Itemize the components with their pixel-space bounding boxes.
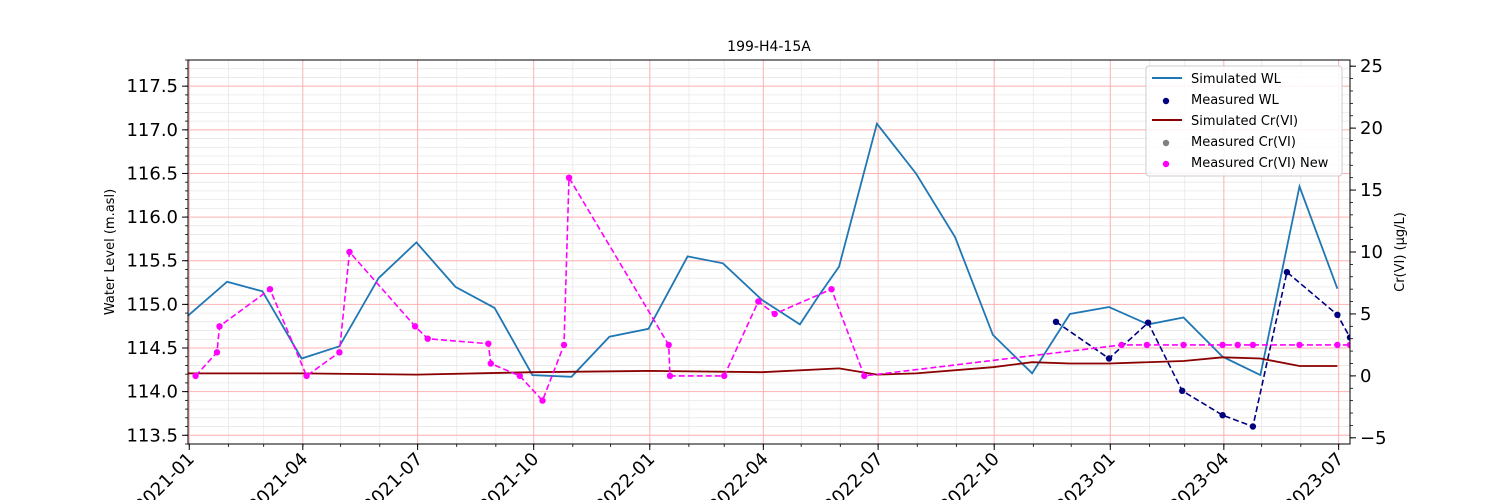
data-point-measured-wl [1105,355,1113,362]
data-point-measured-wl [1283,268,1291,276]
legend-label: Measured Cr(VI) New [1191,156,1329,171]
y-right-tick-label: −5 [1360,428,1387,449]
data-point-measured-cr-vi-new [516,372,523,380]
series-layer [188,121,1350,430]
y-right-tick-label: 5 [1360,304,1371,325]
y-left-tick-label: 114.5 [126,338,178,359]
series-measured-cr-vi-new [192,174,1350,404]
data-point-measured-cr-vi-new [828,286,835,293]
legend-item-measured-wl: Measured WL [1162,93,1279,108]
data-point-measured-cr-vi-new [1334,341,1341,349]
data-point-measured-cr-vi-new [424,335,431,342]
data-point-measured-cr-vi-new [560,341,568,349]
data-point-measured-cr-vi-new [213,349,221,356]
data-point-measured-cr-vi-new [1118,341,1125,349]
data-point-measured-cr-vi-new [1180,341,1187,349]
data-point-measured-cr-vi-new [336,349,343,356]
legend-item-measured-cr-vi-new: Measured Cr(VI) New [1162,156,1329,171]
y-left-tick-label: 114.0 [126,382,178,403]
y-left-tick-label: 116.5 [126,163,178,184]
data-point-measured-cr-vi-new [346,248,353,256]
chart-title: 199-H4-15A [727,39,811,55]
y-right-tick-label: 10 [1360,242,1383,263]
y-left-tick-label: 117.5 [126,76,178,97]
y-right-tick-label: 15 [1360,180,1383,201]
series-simulated-wl [188,121,1339,378]
legend-label: Simulated WL [1191,72,1282,87]
data-point-measured-wl [1346,334,1350,341]
data-point-measured-cr-vi-new [861,372,868,380]
data-point-measured-cr-vi-new [485,340,492,347]
data-point-measured-cr-vi-new [665,341,672,349]
y-left-tick-label: 115.5 [126,251,178,272]
data-point-measured-cr-vi-new [192,372,199,380]
data-point-measured-cr-vi-new [1249,341,1257,349]
legend-label: Measured Cr(VI) [1191,135,1296,150]
legend-label: Simulated Cr(VI) [1191,114,1298,129]
legend-swatch [1162,160,1170,168]
y-axis-right-title: Cr(VI) (µg/L) [1393,212,1408,292]
data-point-measured-cr-vi-new [487,360,494,367]
legend-swatch [1162,97,1170,105]
legend: Simulated WL Measured WL Simulated Cr(VI) M… [1145,65,1343,177]
data-point-measured-cr-vi-new [266,286,274,293]
legend-label: Measured WL [1191,93,1279,108]
data-point-measured-cr-vi-new [411,323,419,330]
data-point-measured-cr-vi-new [1346,341,1350,349]
legend-frame [1145,65,1343,177]
data-point-measured-wl [1179,387,1186,394]
data-point-measured-wl [1249,423,1257,430]
data-point-measured-cr-vi-new [303,372,310,380]
y-right-tick-label: 0 [1360,366,1371,387]
legend-swatch [1162,139,1170,147]
data-point-measured-cr-vi-new [539,397,546,404]
legend-item-simulated-cr-vi: Simulated Cr(VI) [1152,114,1298,129]
legend-item-measured-cr-vi: Measured Cr(VI) [1162,135,1296,150]
data-point-measured-cr-vi-new [771,310,778,318]
data-point-measured-cr-vi-new [721,372,728,380]
y-right-tick-label: 20 [1360,118,1383,139]
y-left-tick-label: 116.0 [126,207,178,228]
data-point-measured-cr-vi-new [1143,341,1151,349]
y-left-tick-label: 115.0 [126,294,178,315]
data-point-measured-cr-vi-new [1296,341,1303,349]
data-point-measured-wl [1052,318,1060,325]
series-line-simulated-wl [188,121,1339,378]
y-left-tick-label: 117.0 [126,120,178,141]
y-axis-left-title: Water Level (m.asl) [103,189,118,315]
data-point-measured-cr-vi-new [755,298,762,305]
data-point-measured-cr-vi-new [565,174,573,181]
data-point-measured-wl [1144,319,1152,326]
y-left-tick-label: 113.5 [126,425,178,446]
legend-item-simulated-wl: Simulated WL [1152,72,1282,87]
data-point-measured-cr-vi-new [666,372,674,380]
y-right-tick-label: 25 [1360,56,1383,77]
data-point-measured-wl [1219,412,1226,419]
data-point-measured-cr-vi-new [1219,341,1226,349]
data-point-measured-cr-vi-new [216,323,223,330]
data-point-measured-cr-vi-new [1234,341,1241,349]
data-point-measured-wl [1334,311,1341,318]
